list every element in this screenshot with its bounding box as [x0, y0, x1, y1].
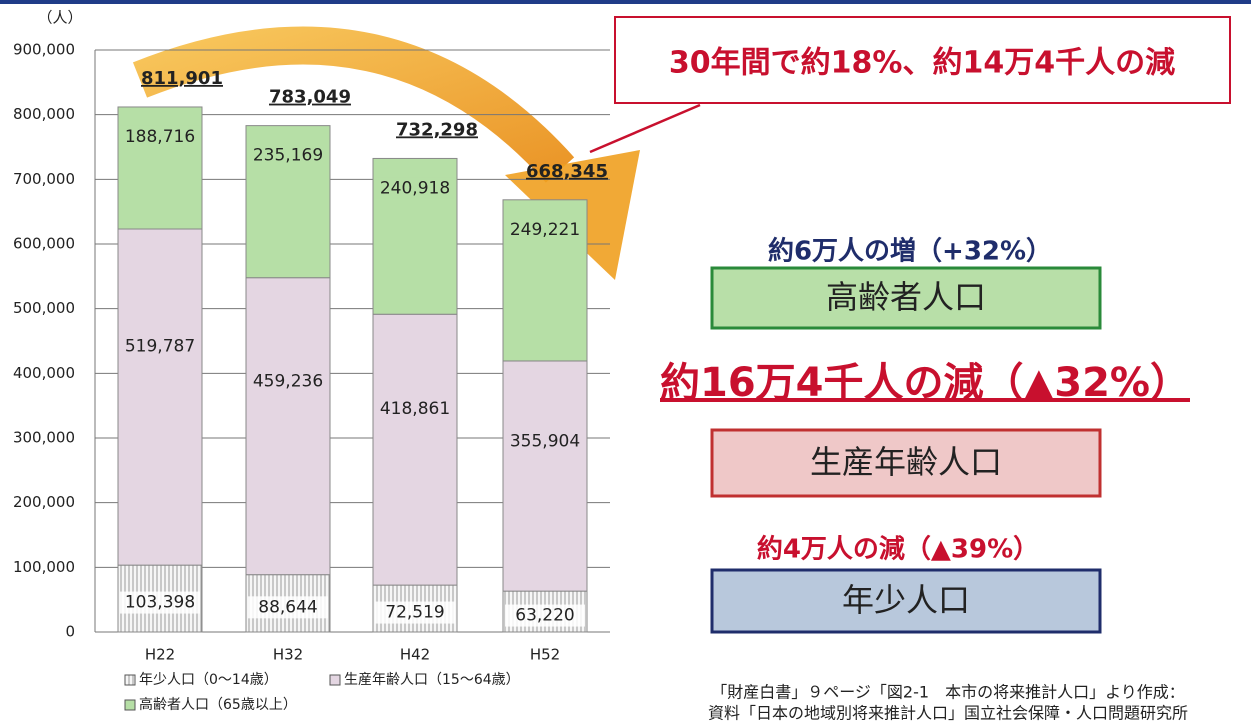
value-label: 235,169	[253, 146, 323, 166]
value-label: 72,519	[385, 603, 444, 623]
value-label: 240,918	[380, 178, 450, 198]
y-tick-label: 600,000	[13, 235, 75, 253]
y-tick-label: 500,000	[13, 299, 75, 317]
total-label: 668,345	[526, 161, 608, 182]
legend-swatch	[125, 700, 135, 710]
legend-swatch	[125, 675, 135, 685]
y-tick-label: 800,000	[13, 105, 75, 123]
y-tick-label: 0	[65, 623, 75, 641]
legend-label: 年少人口（0～14歳）	[139, 672, 278, 688]
young-change: 約4万人の減（▲39%）	[757, 534, 1039, 565]
bar-segment	[118, 107, 202, 229]
source-line: 資料「日本の地域別将来推計人口」国立社会保障・人口問題研究所	[708, 704, 1188, 722]
value-label: 519,787	[125, 337, 195, 357]
young-box-label: 年少人口	[842, 581, 970, 619]
x-tick-label: H32	[273, 646, 303, 664]
value-label: 355,904	[510, 432, 580, 452]
bar-segment	[503, 361, 587, 591]
y-tick-label: 400,000	[13, 364, 75, 382]
callout-text: 30年間で約18%、約14万4千人の減	[669, 46, 1175, 81]
total-label: 732,298	[396, 119, 478, 140]
value-label: 418,861	[380, 399, 450, 419]
elderly-box-label: 高齢者人口	[826, 278, 986, 316]
working-change: 約16万4千人の減（▲32%）	[660, 360, 1190, 406]
legend-swatch	[330, 675, 340, 685]
top-rule	[0, 0, 1251, 4]
y-tick-label: 900,000	[13, 41, 75, 59]
value-label: 249,221	[510, 220, 580, 240]
value-label: 63,220	[515, 606, 574, 626]
total-label: 783,049	[269, 87, 351, 108]
y-tick-label: 100,000	[13, 558, 75, 576]
bar-segment	[246, 278, 330, 575]
value-label: 188,716	[125, 127, 195, 147]
callout-line	[590, 105, 700, 152]
value-label: 103,398	[125, 593, 195, 613]
source-line: 「財産白書」９ページ「図2-1 本市の将来推計人口」より作成：	[711, 683, 1185, 702]
y-tick-label: 300,000	[13, 429, 75, 447]
value-label: 459,236	[253, 372, 323, 392]
y-tick-label: 200,000	[13, 493, 75, 511]
legend-label: 生産年齢人口（15～64歳）	[344, 672, 520, 688]
legend-label: 高齢者人口（65歳以上）	[139, 696, 297, 713]
working-box-label: 生産年齢人口	[810, 443, 1002, 481]
elderly-change: 約6万人の増（+32%）	[768, 236, 1052, 267]
bar-segment	[118, 229, 202, 565]
bar-segment	[373, 314, 457, 585]
total-label: 811,901	[141, 68, 223, 89]
y-tick-label: 700,000	[13, 170, 75, 188]
unit-label: （人）	[37, 9, 82, 27]
x-tick-label: H52	[530, 646, 560, 664]
x-tick-label: H42	[400, 646, 430, 664]
x-tick-label: H22	[145, 646, 175, 664]
chart: 103,398 519,787 188,716 811,901 88,644 459,23…	[0, 0, 1251, 722]
value-label: 88,644	[258, 597, 317, 617]
